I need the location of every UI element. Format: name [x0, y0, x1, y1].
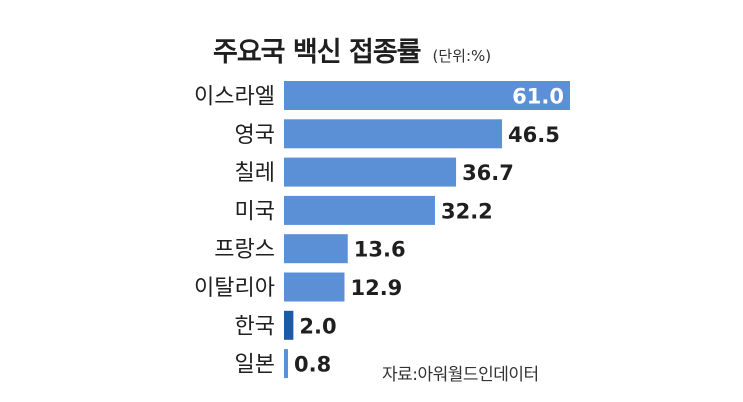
value-label: 36.7 [462, 161, 514, 185]
value-label: 61.0 [512, 85, 564, 109]
chart-source: 자료:아워월드인데이터 [382, 365, 539, 385]
category-label: 칠레 [235, 161, 275, 186]
chart-unit: (단위:%) [432, 47, 492, 65]
value-label: 32.2 [441, 199, 493, 223]
bar-7 [284, 310, 294, 340]
value-label: 46.5 [508, 123, 560, 147]
bar-4 [284, 195, 435, 225]
bar-2 [284, 119, 503, 149]
category-label: 영국 [235, 123, 275, 148]
category-label: 미국 [235, 199, 275, 224]
category-label: 이탈리아 [194, 276, 275, 301]
category-label: 프랑스 [214, 238, 275, 263]
chart-title: 주요국 백신 접종률 [213, 37, 422, 68]
value-label: 0.8 [294, 353, 331, 377]
bar-1 [284, 81, 570, 110]
chart-title-group: 주요국 백신 접종률 (단위:%) [213, 30, 491, 69]
bar-8 [284, 349, 288, 379]
bar-3 [284, 157, 457, 187]
bar-5 [284, 234, 348, 264]
category-label: 이스라엘 [194, 85, 275, 110]
value-label: 2.0 [299, 314, 336, 338]
value-label: 12.9 [350, 276, 402, 300]
value-label: 13.6 [354, 238, 406, 262]
category-label: 일본 [235, 353, 275, 378]
category-label: 한국 [235, 314, 275, 339]
bar-6 [284, 272, 345, 302]
